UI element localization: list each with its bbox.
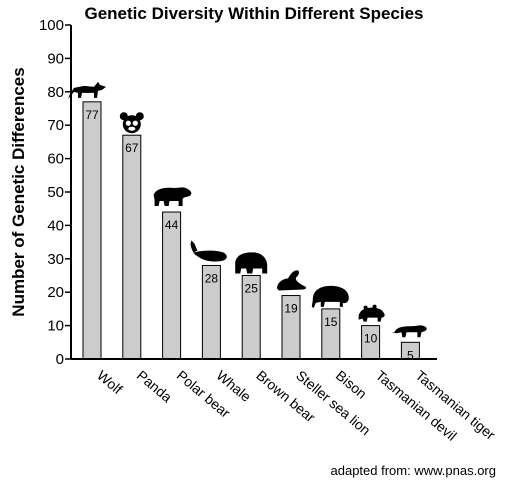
bar-value-label: 77 xyxy=(85,108,99,122)
category-label: Wolf xyxy=(94,367,126,397)
source-note: adapted from: www.pnas.org xyxy=(331,463,496,478)
wolf-icon xyxy=(68,81,106,99)
animal-icons xyxy=(68,81,427,338)
bar-value-label: 10 xyxy=(364,332,378,346)
sea-lion-icon xyxy=(277,270,307,291)
y-tick-label: 20 xyxy=(47,284,64,301)
y-tick-label: 90 xyxy=(47,50,64,67)
category-label: Panda xyxy=(134,367,175,405)
chart-title: Genetic Diversity Within Different Speci… xyxy=(85,4,424,23)
y-tick-label: 80 xyxy=(47,84,64,101)
bar xyxy=(82,101,102,360)
y-axis-label: Number of Genetic Differences xyxy=(9,67,28,316)
bar-value-label: 28 xyxy=(205,271,219,285)
whale-icon xyxy=(190,240,227,262)
y-tick-label: 100 xyxy=(39,17,64,34)
y-tick-label: 60 xyxy=(47,151,64,168)
bar-value-label: 44 xyxy=(165,218,179,232)
tasmanian-tiger-icon xyxy=(391,325,427,338)
tasmanian-devil-icon xyxy=(358,304,385,322)
bar-value-label: 5 xyxy=(407,348,414,362)
y-axis-ticks: 0 10 20 30 40 50 60 70 80 90 100 xyxy=(39,17,71,368)
bar-value-label: 25 xyxy=(245,282,259,296)
bar-value-label: 67 xyxy=(125,141,139,155)
bar-value-label: 15 xyxy=(324,315,338,329)
y-tick-label: 40 xyxy=(47,217,64,234)
y-tick-label: 10 xyxy=(47,318,64,335)
brown-bear-icon xyxy=(235,252,268,274)
bar xyxy=(122,134,142,360)
panda-icon xyxy=(119,112,144,134)
y-tick-label: 70 xyxy=(47,117,64,134)
bars: 77 67 44 28 25 19 15 10 5 xyxy=(82,101,420,362)
y-tick-label: 50 xyxy=(47,184,64,201)
bison-icon xyxy=(311,285,349,308)
bar-value-label: 19 xyxy=(284,302,298,316)
polar-bear-icon xyxy=(153,187,192,207)
y-tick-label: 30 xyxy=(47,251,64,268)
y-tick-label: 0 xyxy=(56,351,64,368)
bar xyxy=(162,211,182,360)
